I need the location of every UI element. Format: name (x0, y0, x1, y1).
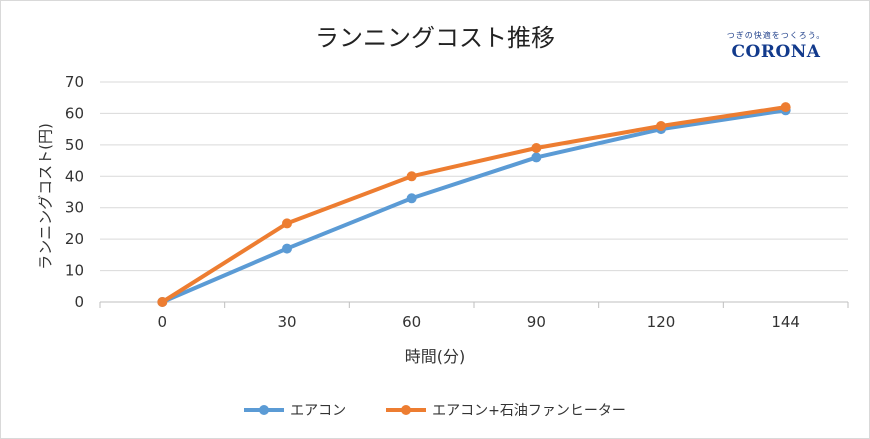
chart-title: ランニングコスト推移 (315, 24, 555, 52)
y-tick-label: 10 (65, 262, 84, 280)
legend-item-aircon-heater: エアコン+石油ファンヒーター (386, 400, 626, 420)
data-point-1 (656, 121, 666, 131)
y-tick-label: 60 (65, 104, 84, 122)
y-tick-label: 0 (74, 293, 84, 311)
legend: エアコン エアコン+石油ファンヒーター (0, 400, 870, 420)
data-point-0 (282, 243, 292, 254)
logo-tagline: つぎの快適をつくろう。 (726, 31, 826, 40)
y-tick-label: 50 (65, 136, 84, 154)
data-point-1 (406, 171, 417, 182)
data-point-1 (282, 218, 292, 229)
y-axis-label: ランニングコスト(円) (36, 123, 55, 270)
corona-logo: つぎの快適をつくろう。 CORONA (716, 30, 836, 62)
legend-marker (244, 405, 285, 415)
series-line-1 (161, 105, 786, 304)
data-point-1 (531, 143, 542, 153)
logo-name: CORONA (731, 42, 821, 62)
y-tick-label: 40 (65, 167, 84, 185)
x-tick-label: 0 (158, 313, 168, 331)
data-point-1 (780, 102, 791, 113)
data-point-0 (531, 152, 542, 163)
x-tick-label: 60 (402, 313, 421, 331)
series-line-0 (161, 108, 786, 304)
legend-item-aircon: エアコン (244, 400, 346, 420)
legend-label: エアコン (290, 403, 347, 419)
x-tick-label: 120 (647, 313, 676, 331)
x-tick-label: 30 (277, 313, 296, 331)
x-axis-label: 時間(分) (404, 347, 466, 366)
data-point-1 (157, 297, 168, 307)
legend-marker (386, 405, 427, 415)
y-tick-label: 30 (65, 199, 84, 217)
x-tick-label: 144 (771, 313, 800, 331)
legend-label: エアコン+石油ファンヒーター (432, 403, 626, 419)
x-tick-label: 90 (527, 313, 546, 331)
y-tick-label: 20 (65, 230, 84, 248)
data-point-0 (406, 193, 417, 204)
y-tick-label: 70 (65, 73, 84, 91)
